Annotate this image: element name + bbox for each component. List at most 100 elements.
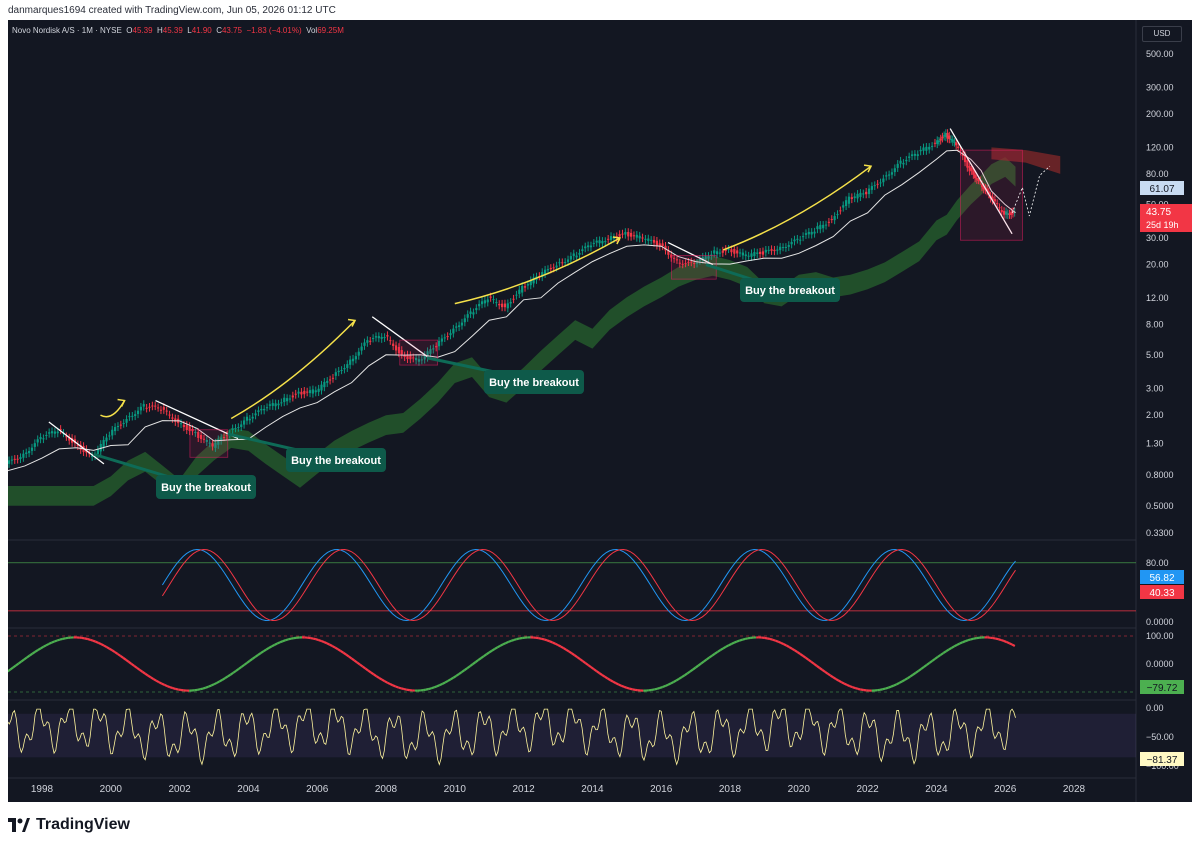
candle-body <box>458 325 461 327</box>
yellow-arrow <box>230 319 356 420</box>
candle-body <box>96 449 99 454</box>
candle-body <box>360 346 363 351</box>
candle-body <box>245 416 249 421</box>
osc2-segment <box>447 678 452 682</box>
candle-body <box>955 142 958 146</box>
osc2-segment <box>359 663 364 668</box>
osc2-segment <box>367 669 372 674</box>
osc2-segment <box>175 687 179 691</box>
candle-body <box>974 174 977 179</box>
osc2-segment <box>579 658 584 662</box>
chart-area[interactable]: 500.00300.00200.00120.0080.0050.0030.002… <box>8 20 1192 802</box>
trendline <box>48 421 105 465</box>
candle-body <box>870 186 873 190</box>
candle-body <box>882 178 885 183</box>
candle-body <box>392 343 395 347</box>
candle-body <box>400 350 403 355</box>
candle-body <box>799 239 802 241</box>
osc2-segment <box>197 688 201 691</box>
osc2-segment <box>945 648 950 653</box>
candle-body <box>151 405 154 407</box>
candle-body <box>343 367 346 370</box>
candle-body <box>650 239 653 241</box>
candle-body <box>936 140 939 145</box>
currency-button[interactable]: USD <box>1142 26 1182 42</box>
candle-body <box>963 155 967 163</box>
candle-body <box>793 239 796 242</box>
osc2-segment <box>477 657 482 662</box>
osc2-segment <box>106 646 110 650</box>
time-tick-label: 2008 <box>375 784 398 795</box>
candle-body <box>503 303 507 308</box>
osc2-segment <box>392 684 397 688</box>
time-tick-label: 2018 <box>719 784 742 795</box>
osc2-segment <box>777 640 782 644</box>
callout-label: Buy the breakout <box>291 455 381 467</box>
osc2-segment <box>901 678 906 683</box>
osc2-segment <box>23 656 28 661</box>
candle-body <box>549 267 552 270</box>
candle-body <box>386 335 389 337</box>
candle-body <box>211 443 214 447</box>
osc2-segment <box>114 651 119 655</box>
price-chart-svg[interactable]: 500.00300.00200.00120.0080.0050.0030.002… <box>8 20 1192 802</box>
osc2-segment <box>95 640 99 644</box>
osc2-segment <box>9 666 14 671</box>
osc2-segment <box>632 688 636 691</box>
candle-body <box>466 314 469 318</box>
candle-body <box>271 403 274 406</box>
candle-body <box>237 427 240 429</box>
candle-body <box>601 240 604 244</box>
candle-body <box>498 303 501 306</box>
time-tick-label: 2000 <box>100 784 123 795</box>
osc2-segment <box>238 665 243 670</box>
osc2-segment <box>395 685 399 689</box>
osc2-segment <box>221 677 226 681</box>
candle-body <box>787 245 790 247</box>
osc2-segment <box>604 675 609 680</box>
osc2-segment <box>950 645 955 649</box>
osc2-segment <box>549 640 553 644</box>
candle-body <box>234 427 237 429</box>
candle-body <box>10 459 13 461</box>
osc2-segment <box>389 683 394 687</box>
osc2-segment <box>816 664 821 669</box>
candle-body <box>635 234 638 238</box>
candle-body <box>744 254 747 257</box>
candle-body <box>483 300 486 304</box>
osc2-segment <box>896 681 900 686</box>
candle-body <box>79 444 82 450</box>
osc2-segment <box>887 685 892 689</box>
candle-body <box>19 457 22 459</box>
osc2-segment <box>26 654 31 659</box>
osc2-segment <box>42 644 47 648</box>
candle-body <box>741 252 744 256</box>
candle-body <box>99 443 102 452</box>
candle-body <box>366 340 369 343</box>
osc2-segment <box>711 652 716 657</box>
trendline <box>949 128 1013 235</box>
bar-countdown: 25d 19h <box>1146 220 1179 230</box>
candle-body <box>893 168 896 173</box>
osc2-segment <box>796 651 801 655</box>
candle-body <box>612 237 615 239</box>
osc2-segment <box>962 640 966 644</box>
candle-body <box>128 416 131 418</box>
candle-body <box>572 253 575 257</box>
osc2-segment <box>155 679 160 684</box>
candle-body <box>280 402 283 404</box>
callout-label: Buy the breakout <box>161 482 251 494</box>
osc2-segment <box>513 638 518 641</box>
osc2-segment <box>934 656 939 660</box>
low-label: L <box>187 26 192 35</box>
candle-body <box>827 221 830 223</box>
osc2-segment <box>857 687 861 691</box>
candle-body <box>1006 213 1009 215</box>
osc2-segment <box>133 664 138 669</box>
candle-body <box>165 410 168 412</box>
candle-body <box>260 408 263 411</box>
osc2-segment <box>172 687 176 690</box>
osc2-segment <box>939 652 944 656</box>
osc2-segment <box>780 641 785 646</box>
candle-body <box>946 133 949 139</box>
